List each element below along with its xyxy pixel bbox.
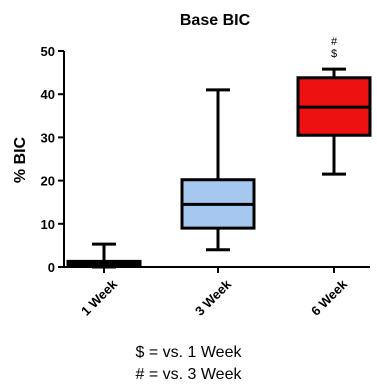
y-tick-label: 10 <box>41 217 55 232</box>
footnote-2: # = vs. 3 Week <box>135 366 242 383</box>
y-tick-label: 0 <box>48 260 55 275</box>
significance-symbol: $ <box>331 48 337 60</box>
x-axis-categories: 1 Week 3 Week 6 Week <box>78 267 351 319</box>
x-category-label: 6 Week <box>308 276 351 319</box>
box-6-week <box>296 67 372 176</box>
x-category-label: 1 Week <box>78 276 121 319</box>
x-category-label: 3 Week <box>192 276 235 319</box>
y-axis-ticks: 0 10 20 30 40 50 <box>41 44 64 275</box>
box-1-week <box>66 242 142 269</box>
y-tick-label: 40 <box>41 87 55 102</box>
y-tick-label: 50 <box>41 44 55 59</box>
chart-title: Base BIC <box>180 12 251 29</box>
significance-symbol: # <box>331 36 338 48</box>
boxes <box>66 67 372 269</box>
significance-annotations: $# <box>331 36 338 60</box>
y-tick-label: 20 <box>41 174 55 189</box>
footnote-1: $ = vs. 1 Week <box>135 344 242 361</box>
y-axis-label: % BIC <box>12 136 29 183</box>
box-3-week <box>180 88 256 252</box>
y-tick-label: 30 <box>41 130 55 145</box>
